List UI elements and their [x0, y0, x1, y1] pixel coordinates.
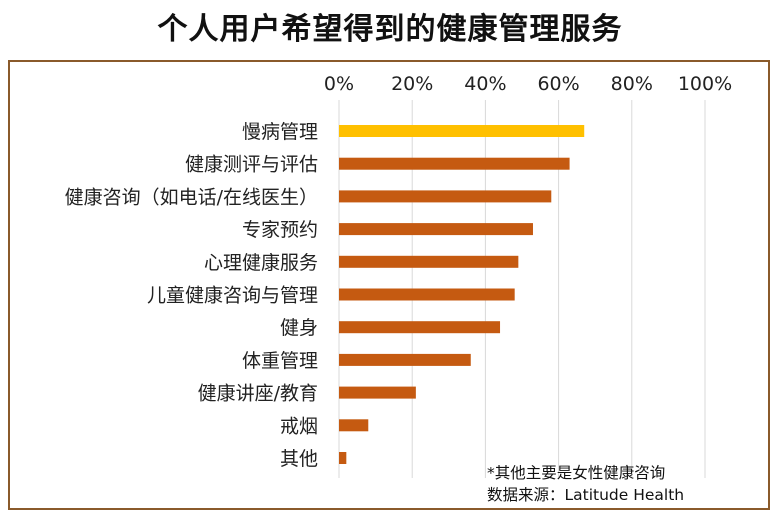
- category-label: 心理健康服务: [204, 252, 318, 274]
- footnote: *其他主要是女性健康咨询: [487, 463, 665, 482]
- category-label: 健康测评与评估: [185, 154, 318, 176]
- x-tick-label: 60%: [537, 73, 579, 95]
- category-label: 健康咨询（如电话/在线医生）: [65, 186, 318, 208]
- bar: [339, 321, 501, 334]
- x-tick-label: 80%: [611, 73, 653, 95]
- category-label: 其他: [280, 448, 318, 470]
- bar: [339, 452, 347, 464]
- category-label: 专家预约: [242, 219, 318, 241]
- bar: [339, 353, 471, 366]
- bar: [339, 190, 552, 203]
- bar: [339, 157, 570, 170]
- bar: [339, 386, 416, 399]
- category-label: 体重管理: [242, 350, 318, 372]
- category-label: 慢病管理: [242, 121, 318, 143]
- category-label: 戒烟: [280, 415, 318, 437]
- bar: [339, 125, 585, 137]
- x-tick-label: 40%: [464, 73, 506, 95]
- source-note: 数据来源：Latitude Health: [487, 486, 684, 504]
- bar: [339, 255, 519, 268]
- x-tick-label: 20%: [391, 73, 433, 95]
- bar: [339, 288, 515, 301]
- category-label: 儿童健康咨询与管理: [147, 285, 318, 307]
- chart-title: 个人用户希望得到的健康管理服务: [157, 12, 623, 47]
- category-label: 健身: [280, 317, 318, 339]
- bar: [339, 223, 533, 236]
- bar: [339, 419, 369, 432]
- x-tick-label: 100%: [678, 73, 732, 95]
- x-tick-label: 0%: [324, 73, 354, 95]
- chart-frame: [8, 60, 770, 510]
- category-label: 健康讲座/教育: [198, 383, 318, 405]
